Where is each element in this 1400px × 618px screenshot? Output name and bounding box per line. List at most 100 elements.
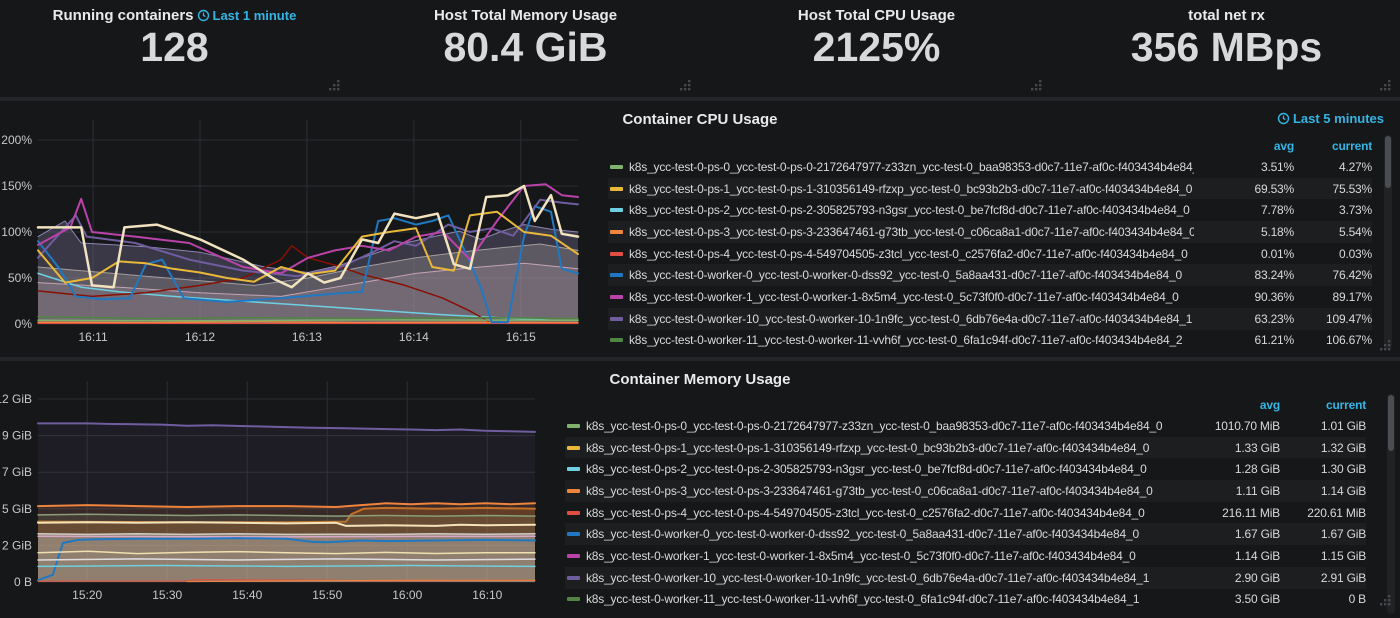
- series-label[interactable]: k8s_ycc-test-0-worker-1_ycc-test-0-worke…: [586, 548, 1136, 563]
- legend-row[interactable]: k8s_ycc-test-0-ps-4_ycc-test-0-ps-4-5497…: [608, 243, 1372, 265]
- series-color-swatch: [610, 294, 623, 299]
- svg-text:15:30: 15:30: [152, 588, 182, 602]
- series-avg-value: 61.21%: [1254, 333, 1295, 348]
- series-current-value: 0 B: [1348, 592, 1367, 607]
- series-avg-value: 7.78%: [1260, 203, 1294, 218]
- row-divider: [0, 357, 1400, 361]
- series-label[interactable]: k8s_ycc-test-0-ps-3_ycc-test-0-ps-3-2336…: [629, 224, 1194, 239]
- series-current-value: 3.73%: [1338, 203, 1372, 218]
- series-color-swatch: [567, 532, 580, 537]
- series-label[interactable]: k8s_ycc-test-0-ps-4_ycc-test-0-ps-4-5497…: [586, 505, 1145, 520]
- series-current-value: 1.67 GiB: [1320, 527, 1366, 542]
- series-color-swatch: [610, 229, 623, 234]
- series-label[interactable]: k8s_ycc-test-0-ps-2_ycc-test-0-ps-2-3058…: [586, 462, 1147, 477]
- series-avg-value: 216.11 MiB: [1222, 505, 1280, 520]
- stat-value: 2125%: [812, 24, 941, 70]
- svg-text:7 GiB: 7 GiB: [2, 465, 32, 479]
- series-color-swatch: [567, 445, 580, 450]
- series-current-value: 1.30 GiB: [1320, 462, 1366, 477]
- legend-row[interactable]: k8s_ycc-test-0-worker-1_ycc-test-0-worke…: [565, 545, 1366, 567]
- legend-row[interactable]: k8s_ycc-test-0-ps-0_ycc-test-0-ps-0-2172…: [565, 415, 1366, 437]
- legend-header: avg current: [565, 394, 1366, 415]
- series-avg-value: 69.53%: [1254, 181, 1295, 196]
- legend-row[interactable]: k8s_ycc-test-0-ps-3_ycc-test-0-ps-3-2336…: [565, 480, 1366, 502]
- svg-text:5 GiB: 5 GiB: [2, 502, 32, 516]
- series-color-swatch: [567, 575, 580, 580]
- series-avg-value: 83.24%: [1254, 268, 1295, 283]
- legend-row[interactable]: k8s_ycc-test-0-ps-0_ycc-test-0-ps-0-2172…: [608, 156, 1372, 178]
- series-label[interactable]: k8s_ycc-test-0-worker-11_ycc-test-0-work…: [586, 592, 1140, 607]
- series-label[interactable]: k8s_ycc-test-0-worker-1_ycc-test-0-worke…: [629, 289, 1179, 304]
- legend-header-current[interactable]: current: [1326, 397, 1366, 412]
- panel-container-cpu-usage: Container CPU Usage Last 5 minutes 0% 50%…: [0, 101, 1400, 357]
- memory-legend-table: avg current k8s_ycc-test-0-ps-0_ycc-test…: [565, 394, 1392, 610]
- series-label[interactable]: k8s_ycc-test-0-ps-1_ycc-test-0-ps-1-3103…: [629, 181, 1193, 196]
- panel-resize-handle[interactable]: [680, 80, 691, 91]
- legend-rows: k8s_ycc-test-0-ps-0_ycc-test-0-ps-0-2172…: [565, 415, 1366, 610]
- legend-scrollbar-thumb[interactable]: [1388, 395, 1394, 451]
- series-label[interactable]: k8s_ycc-test-0-ps-3_ycc-test-0-ps-3-2336…: [586, 483, 1153, 498]
- series-avg-value: 1.67 GiB: [1234, 527, 1280, 542]
- legend-header-current[interactable]: current: [1332, 138, 1372, 153]
- legend-row[interactable]: k8s_ycc-test-0-worker-11_ycc-test-0-work…: [565, 589, 1366, 611]
- panel-resize-handle[interactable]: [1380, 595, 1391, 606]
- series-label[interactable]: k8s_ycc-test-0-ps-2_ycc-test-0-ps-2-3058…: [629, 203, 1190, 218]
- legend-row[interactable]: k8s_ycc-test-0-ps-2_ycc-test-0-ps-2-3058…: [565, 458, 1366, 480]
- series-current-value: 1.15 GiB: [1320, 548, 1366, 563]
- legend-scrollbar[interactable]: [1384, 135, 1392, 349]
- panel-title[interactable]: Host Total Memory Usage: [433, 7, 618, 24]
- legend-row[interactable]: k8s_ycc-test-0-ps-2_ycc-test-0-ps-2-3058…: [608, 199, 1372, 221]
- legend-row[interactable]: k8s_ycc-test-0-ps-3_ycc-test-0-ps-3-2336…: [608, 221, 1372, 243]
- series-label[interactable]: k8s_ycc-test-0-worker-0_ycc-test-0-worke…: [586, 527, 1139, 542]
- panel-resize-handle[interactable]: [1031, 80, 1042, 91]
- series-color-swatch: [610, 251, 623, 256]
- series-current-value: 1.32 GiB: [1320, 440, 1366, 455]
- panel-resize-handle[interactable]: [1380, 340, 1391, 351]
- legend-row[interactable]: k8s_ycc-test-0-ps-4_ycc-test-0-ps-4-5497…: [565, 502, 1366, 524]
- panel-title[interactable]: Running containers: [52, 7, 194, 24]
- legend-row[interactable]: k8s_ycc-test-0-worker-0_ycc-test-0-worke…: [565, 523, 1366, 545]
- legend-row[interactable]: k8s_ycc-test-0-worker-10_ycc-test-0-work…: [608, 308, 1372, 330]
- badge-label: Last 5 minutes: [1292, 111, 1384, 126]
- series-color-swatch: [567, 553, 580, 558]
- memory-usage-chart[interactable]: 0 B 2 GiB 5 GiB 7 GiB 9 GiB 12 GiB 15:20 15:30 1…: [0, 361, 560, 611]
- panel-resize-handle[interactable]: [329, 80, 340, 91]
- series-label[interactable]: k8s_ycc-test-0-worker-0_ycc-test-0-worke…: [629, 268, 1182, 283]
- legend-header-avg[interactable]: avg: [1273, 138, 1294, 153]
- series-current-value: 1.14 GiB: [1320, 483, 1366, 498]
- legend-row[interactable]: k8s_ycc-test-0-worker-1_ycc-test-0-worke…: [608, 286, 1372, 308]
- series-label[interactable]: k8s_ycc-test-0-worker-10_ycc-test-0-work…: [629, 311, 1193, 326]
- svg-text:0%: 0%: [15, 317, 33, 331]
- series-color-swatch: [610, 273, 623, 278]
- legend-scrollbar-thumb[interactable]: [1385, 136, 1391, 188]
- legend-scrollbar[interactable]: [1387, 394, 1395, 614]
- series-label[interactable]: k8s_ycc-test-0-ps-4_ycc-test-0-ps-4-5497…: [629, 246, 1188, 261]
- series-current-value: 109.47%: [1326, 311, 1372, 326]
- series-label[interactable]: k8s_ycc-test-0-worker-11_ycc-test-0-work…: [629, 333, 1183, 348]
- series-label[interactable]: k8s_ycc-test-0-ps-0_ycc-test-0-ps-0-2172…: [586, 418, 1163, 433]
- legend-row[interactable]: k8s_ycc-test-0-ps-1_ycc-test-0-ps-1-3103…: [608, 178, 1372, 200]
- legend-row[interactable]: k8s_ycc-test-0-ps-1_ycc-test-0-ps-1-3103…: [565, 437, 1366, 459]
- panel-title[interactable]: total net rx: [1188, 7, 1265, 24]
- series-label[interactable]: k8s_ycc-test-0-ps-0_ycc-test-0-ps-0-2172…: [629, 159, 1194, 174]
- svg-text:16:11: 16:11: [79, 330, 108, 344]
- panel-title[interactable]: Host Total CPU Usage: [797, 7, 956, 24]
- series-label[interactable]: k8s_ycc-test-0-ps-1_ycc-test-0-ps-1-3103…: [586, 440, 1150, 455]
- series-avg-value: 1.33 GiB: [1234, 440, 1280, 455]
- legend-row[interactable]: k8s_ycc-test-0-worker-10_ycc-test-0-work…: [565, 567, 1366, 589]
- panel-title[interactable]: Container CPU Usage: [622, 111, 778, 128]
- legend-rows: k8s_ycc-test-0-ps-0_ycc-test-0-ps-0-2172…: [608, 156, 1372, 351]
- row-divider: [0, 97, 1400, 101]
- panel-resize-handle[interactable]: [1380, 80, 1391, 91]
- series-label[interactable]: k8s_ycc-test-0-worker-10_ycc-test-0-work…: [586, 570, 1150, 585]
- series-current-value: 2.91 GiB: [1320, 570, 1366, 585]
- legend-row[interactable]: k8s_ycc-test-0-worker-11_ycc-test-0-work…: [608, 330, 1372, 352]
- cpu-usage-chart[interactable]: 0% 50% 100% 150% 200% 16:11 16:12 16:13 16:14 16:…: [0, 101, 600, 351]
- panel-title[interactable]: Container Memory Usage: [609, 371, 791, 388]
- legend-row[interactable]: k8s_ycc-test-0-worker-0_ycc-test-0-worke…: [608, 264, 1372, 286]
- series-current-value: 0.03%: [1338, 246, 1372, 261]
- series-color-swatch: [610, 338, 623, 343]
- legend-header-avg[interactable]: avg: [1259, 397, 1280, 412]
- panel-host-cpu: Host Total CPU Usage 2125%: [702, 0, 1051, 97]
